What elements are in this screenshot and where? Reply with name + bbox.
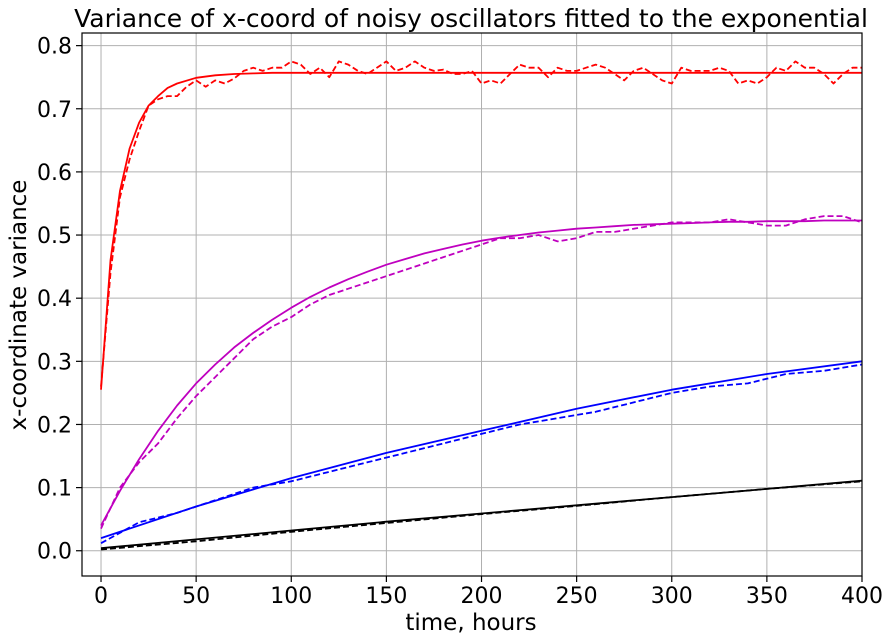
plot-frame (81, 32, 863, 577)
x-tick-label: 350 (746, 584, 788, 609)
x-tick-label: 300 (651, 584, 693, 609)
axis-ticks: 0 50 100 150 200 250 300 350 400 0.0 0.1 0.2 0.3 0.4 0… (37, 35, 883, 609)
series-line-fit-7 (100, 479, 863, 550)
chart-title: Variance of x-coord of noisy oscillators… (74, 4, 868, 33)
series-layer (100, 60, 863, 551)
series-line-data-2 (100, 215, 863, 529)
x-tick-label: 150 (365, 584, 407, 609)
y-tick-label: 0.7 (37, 98, 72, 123)
series-line-fit-5 (100, 360, 863, 539)
series-line-fit-3 (100, 219, 862, 526)
y-tick-label: 0.8 (37, 35, 72, 60)
y-tick-label: 0.3 (37, 350, 72, 375)
y-tick-label: 0.5 (37, 224, 72, 249)
y-tick-label: 0.0 (37, 540, 72, 565)
x-tick-label: 50 (182, 584, 210, 609)
y-tick-label: 0.2 (37, 413, 72, 438)
x-tick-label: 100 (270, 584, 312, 609)
x-tick-label: 400 (841, 584, 883, 609)
x-axis-label: time, hours (405, 610, 536, 636)
series-line-fit-1 (100, 71, 862, 390)
x-tick-label: 250 (556, 584, 598, 609)
series-line-data-4 (100, 363, 863, 544)
x-tick-label: 0 (94, 584, 108, 609)
x-tick-label: 200 (461, 584, 503, 609)
y-tick-label: 0.4 (37, 287, 72, 312)
y-tick-label: 0.6 (37, 161, 72, 186)
series-line-data-0 (100, 60, 862, 387)
y-tick-label: 0.1 (37, 477, 72, 502)
y-axis-label: x-coordinate variance (6, 180, 32, 431)
grid (82, 33, 863, 576)
